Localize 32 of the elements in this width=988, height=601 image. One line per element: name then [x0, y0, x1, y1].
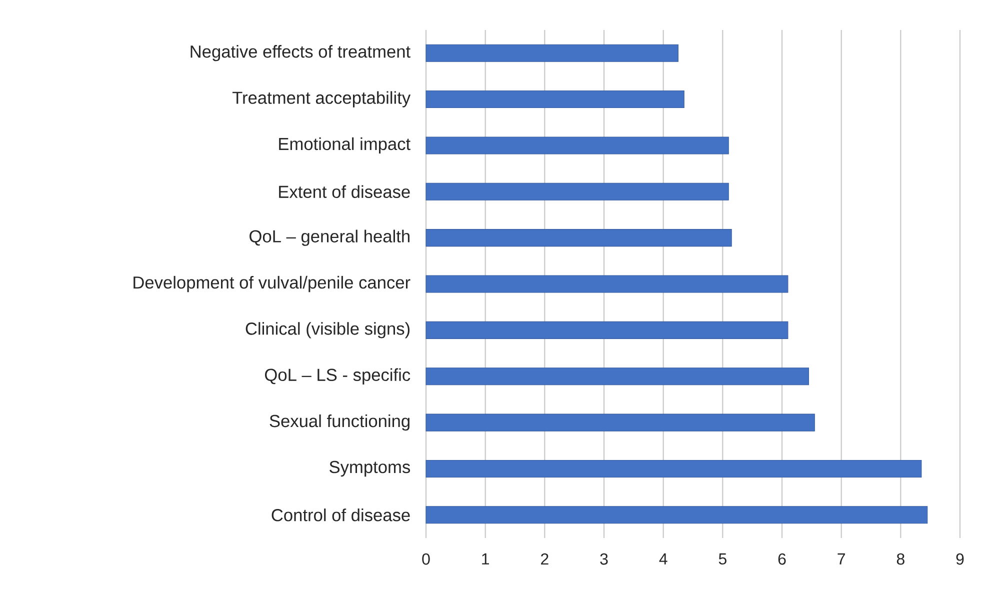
y-tick-label: Extent of disease [279, 185, 410, 198]
x-tick-label: 2 [541, 553, 548, 565]
bar [426, 506, 928, 524]
y-tick-label: Control of disease [272, 508, 410, 522]
y-tick-label: Negative effects of treatment [190, 45, 410, 62]
bar [426, 182, 729, 200]
y-tick-label: Symptoms [330, 460, 410, 477]
x-tick-label: 6 [778, 553, 786, 565]
x-tick-label: 9 [956, 553, 964, 565]
bar [426, 275, 788, 293]
y-tick-label: Sexual functioning [270, 414, 410, 431]
x-tick-label: 0 [422, 553, 430, 565]
bar [426, 136, 729, 154]
y-tick-label: Emotional impact [279, 137, 410, 154]
bar [426, 414, 815, 432]
bar [426, 460, 922, 478]
y-tick-label: QoL – general health [250, 230, 410, 246]
x-tick-label: 1 [482, 553, 489, 564]
x-tick-label: 4 [659, 553, 668, 564]
bar [426, 321, 788, 339]
bar [426, 90, 684, 108]
x-tick-label: 7 [838, 553, 845, 564]
x-tick-label: 3 [600, 553, 608, 565]
bar [426, 368, 809, 386]
y-tick-label: Development of vulval/penile cancer [134, 276, 410, 292]
y-tick-label: QoL – LS - specific [265, 368, 410, 384]
bar [426, 44, 678, 62]
bar [426, 229, 732, 247]
y-tick-label: Clinical (visible signs) [246, 322, 410, 338]
y-tick-label: Treatment acceptability [232, 91, 411, 108]
x-tick-label: 8 [896, 553, 904, 565]
x-tick-label: 5 [718, 553, 726, 565]
